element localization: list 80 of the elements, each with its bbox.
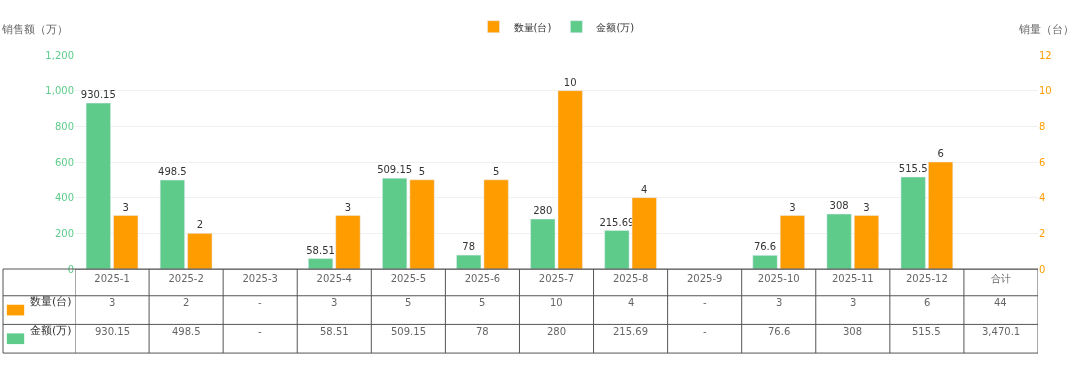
data-label: 76.6 — [768, 326, 791, 337]
y-tick-label: 200 — [54, 227, 74, 239]
text: 3 — [863, 201, 870, 213]
text: 5 — [418, 165, 426, 177]
x-tick-label: 2025-3 — [242, 273, 278, 284]
y-tick-label: 800 — [54, 120, 74, 132]
text: 5 — [492, 165, 500, 177]
x-tick-label: 2025-4 — [316, 273, 352, 284]
data-label: 2 — [183, 297, 190, 308]
text: 3 — [789, 201, 796, 213]
text: - — [703, 326, 707, 337]
data-label: 6 — [924, 297, 931, 308]
data-label: 10 — [550, 297, 563, 308]
data-label: 3 — [331, 297, 338, 308]
data-label: 3 — [850, 297, 857, 308]
data-label: 58.51 — [320, 326, 349, 337]
data-label: 280 — [547, 326, 567, 337]
y-tick-label: 1,200 — [45, 49, 74, 61]
x-tick-label: 2025-10 — [757, 273, 800, 284]
x-tick-label: 2025-9 — [686, 273, 723, 284]
text: 509.15 — [377, 164, 413, 176]
text: 76.6 — [753, 241, 777, 253]
text: 6 — [937, 148, 944, 159]
data-label: 5 — [479, 297, 486, 308]
text: - — [258, 326, 262, 337]
y2-tick-label: 8 — [1039, 120, 1046, 132]
x-tick-label: 2025-11 — [831, 273, 874, 284]
y2-tick-label: 10 — [1039, 85, 1052, 97]
x-tick-label: 2025-6 — [464, 273, 501, 284]
x-tick-label: 2025-5 — [390, 273, 427, 284]
y2-tick-label: 12 — [1039, 49, 1052, 61]
legend-label: 金额(万) — [596, 21, 635, 33]
text: 58.51 — [306, 244, 335, 256]
text: 308 — [829, 200, 849, 212]
y-axis-title: 销售额（万） — [1, 23, 68, 36]
data-label: 509.15 — [391, 326, 426, 337]
text: 金额(万) — [30, 324, 72, 337]
data-label: 5 — [405, 297, 412, 308]
y2-tick-label: 0 — [1039, 263, 1046, 275]
data-label: 515.5 — [912, 326, 941, 337]
data-label: 4 — [628, 297, 635, 308]
x-tick-label: 2025-1 — [94, 273, 130, 284]
y2-tick-label: 4 — [1039, 192, 1046, 204]
data-label: 3 — [109, 297, 116, 308]
text: 515.5 — [898, 163, 928, 175]
y2-axis-title: 销量（台） — [1018, 23, 1074, 36]
data-label: 215.69 — [613, 326, 648, 337]
data-label: 930.15 — [95, 326, 130, 337]
y-tick-label: 1,000 — [45, 85, 74, 97]
x-tick-label: 合计 — [990, 273, 1011, 284]
text: 2 — [196, 219, 204, 231]
text: - — [703, 297, 707, 308]
text: - — [258, 297, 262, 308]
bar — [308, 258, 334, 269]
x-tick-label: 2025-12 — [905, 273, 948, 284]
text: 280 — [533, 205, 553, 217]
bar — [752, 255, 778, 269]
data-label: 498.5 — [172, 326, 201, 337]
text: 930.15 — [80, 89, 116, 101]
text: 78 — [462, 241, 476, 253]
text: 3 — [344, 201, 352, 213]
y-tick-label: 0 — [67, 263, 74, 275]
legend-label: 数量(台) — [513, 21, 552, 33]
text: 10 — [563, 76, 577, 88]
text: 3,470.1 — [982, 326, 1021, 337]
x-tick-label: 2025-7 — [538, 273, 575, 284]
text: 44 — [994, 297, 1007, 308]
y-tick-label: 600 — [54, 156, 74, 168]
y2-tick-label: 6 — [1039, 156, 1046, 168]
x-tick-label: 2025-8 — [612, 273, 649, 284]
text: 498.5 — [158, 166, 187, 178]
data-label: 308 — [843, 326, 863, 337]
text: 数量(台) — [30, 295, 72, 308]
y-tick-label: 400 — [54, 192, 74, 204]
text: 3 — [122, 201, 129, 213]
text: 4 — [641, 183, 648, 195]
data-label: 3 — [776, 297, 783, 308]
data-label: 78 — [476, 326, 489, 337]
x-tick-label: 2025-2 — [168, 273, 204, 284]
y2-tick-label: 2 — [1039, 227, 1046, 239]
